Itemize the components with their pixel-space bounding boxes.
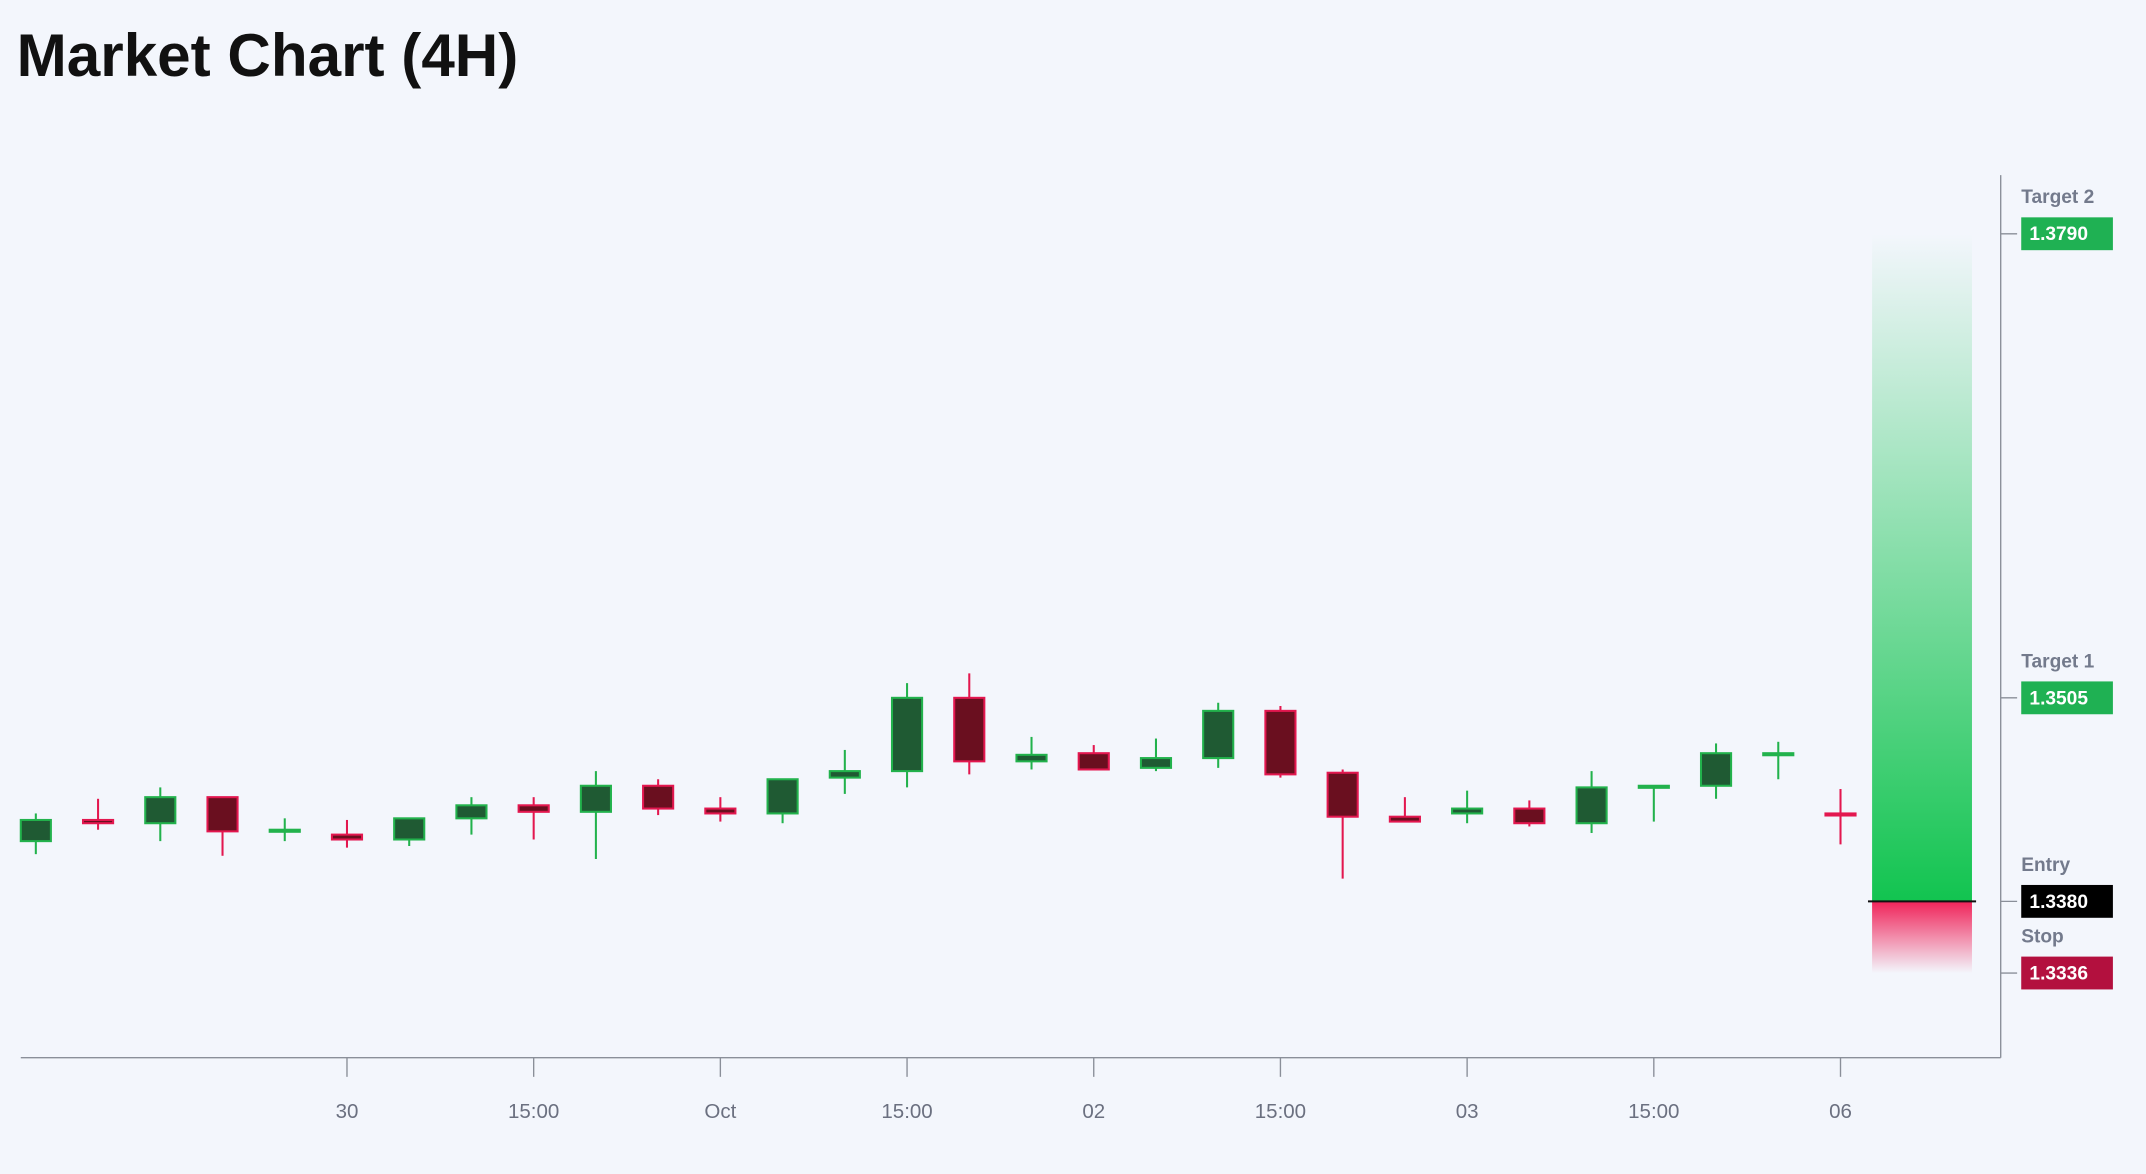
level-name: Entry [2021, 855, 2070, 876]
level-name: Target 2 [2021, 187, 2094, 208]
level-badge [2021, 217, 2113, 251]
level-value-label: 1.3380 [2029, 892, 2088, 913]
candle-body [1202, 709, 1235, 760]
candle-body [206, 796, 239, 833]
candle-body [704, 807, 737, 815]
candle-body [455, 804, 488, 820]
candle-body [1326, 771, 1359, 818]
candle-body [953, 696, 986, 763]
candle-body [1015, 753, 1048, 763]
candle-body [1077, 752, 1110, 771]
candle-body [1388, 815, 1421, 823]
candle-body [890, 696, 924, 773]
x-tick-label: 15:00 [1628, 1100, 1679, 1123]
candle-body [81, 818, 115, 825]
candle-body [1513, 807, 1546, 825]
candle-body [1451, 807, 1484, 815]
candle-body [330, 833, 364, 841]
x-tick-label: 15:00 [881, 1100, 932, 1123]
level-value-label: 1.3790 [2029, 224, 2088, 245]
level-value-label: 1.3505 [2029, 688, 2088, 709]
candle-body [1824, 812, 1857, 817]
x-tick-label: 03 [1456, 1100, 1479, 1123]
candle-body [19, 818, 52, 843]
level-name: Stop [2021, 927, 2064, 948]
candle-body [1264, 709, 1297, 776]
candle-body [1699, 752, 1733, 787]
level-name: Target 1 [2021, 651, 2094, 672]
candle-body [517, 804, 550, 813]
profit-zone [1872, 233, 1972, 902]
chart-title: Market Chart (4H) [17, 22, 519, 89]
candle-body [1139, 757, 1173, 769]
candle-body [1575, 786, 1608, 825]
loss-zone [1872, 901, 1972, 974]
x-tick-label: Oct [704, 1100, 736, 1123]
candle-body [642, 784, 675, 810]
candle-body [579, 784, 612, 813]
candle-body [393, 817, 426, 841]
x-tick-label: 15:00 [1255, 1100, 1306, 1123]
candle-body [268, 828, 301, 833]
x-tick-label: 30 [336, 1100, 359, 1123]
x-tick-label: 06 [1829, 1100, 1852, 1123]
candle-body [1762, 752, 1795, 757]
candle-body [1637, 784, 1670, 789]
candle-body [144, 796, 177, 825]
level-badge [2021, 884, 2113, 918]
level-value-label: 1.3336 [2029, 963, 2088, 984]
candle-body [828, 770, 861, 779]
level-badge [2021, 956, 2113, 990]
level-badge [2021, 681, 2113, 715]
candle-body [766, 778, 799, 815]
x-tick-label: 02 [1082, 1100, 1105, 1123]
x-tick-label: 15:00 [508, 1100, 559, 1123]
